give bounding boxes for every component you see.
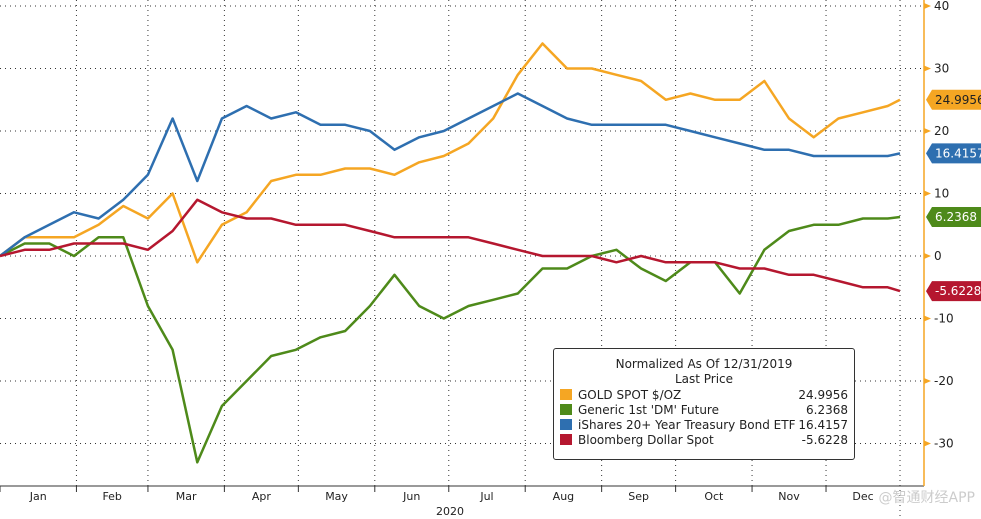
legend-series-value: -5.6228: [801, 432, 848, 447]
y-tick-label: 20: [934, 124, 949, 138]
legend-series-name: iShares 20+ Year Treasury Bond ETF: [578, 417, 796, 432]
last-value-label: 24.9956: [935, 93, 981, 107]
legend-series-value: 24.9956: [798, 387, 848, 402]
y-tick-mark: [924, 65, 931, 72]
legend-series-name: GOLD SPOT $/OZ: [578, 387, 682, 402]
legend-title: Normalized As Of 12/31/2019: [615, 357, 793, 371]
x-tick-label: Dec: [852, 490, 873, 503]
legend-series-name: Generic 1st 'DM' Future: [578, 402, 719, 417]
y-tick-label: 30: [934, 62, 949, 76]
x-tick-label: Aug: [553, 490, 574, 503]
legend-series-name: Bloomberg Dollar Spot: [578, 432, 714, 447]
legend-item: Bloomberg Dollar Spot -5.6228: [554, 432, 854, 447]
y-tick-mark: [924, 315, 931, 322]
watermark: @智通财经APP: [878, 490, 975, 506]
series-line-2: [0, 92, 901, 257]
x-tick-label: Nov: [778, 490, 800, 503]
legend-item: Generic 1st 'DM' Future 6.2368: [554, 402, 854, 417]
y-tick-label: -10: [934, 312, 954, 326]
x-tick-label: Apr: [252, 490, 272, 503]
y-tick-label: 10: [934, 187, 949, 201]
y-tick-label: 0: [934, 249, 942, 263]
legend-swatch: [560, 389, 572, 400]
x-tick-label: May: [325, 490, 348, 503]
y-tick-mark: [924, 190, 931, 197]
last-value-tag: [926, 281, 981, 302]
series-line-0: [0, 42, 901, 264]
y-tick-mark: [924, 378, 931, 384]
last-value-tag: [926, 143, 981, 164]
x-tick-label: Jan: [29, 490, 47, 503]
x-tick-label: Jun: [402, 490, 420, 503]
legend-swatch: [560, 419, 572, 430]
y-tick-mark: [924, 440, 931, 447]
legend-subtitle: Last Price: [674, 372, 734, 386]
x-axis-label: 2020: [436, 505, 464, 518]
x-tick-label: Oct: [704, 490, 724, 503]
legend-item: iShares 20+ Year Treasury Bond ETF 16.415…: [554, 417, 854, 432]
x-tick-label: Sep: [628, 490, 649, 503]
y-tick-label: 40: [934, 0, 949, 13]
y-tick-mark: [924, 128, 931, 134]
x-tick-label: Jul: [479, 490, 493, 503]
legend-item: GOLD SPOT $/OZ 24.9956: [554, 387, 854, 402]
x-tick-label: Mar: [176, 490, 197, 503]
legend-swatch: [560, 434, 572, 445]
legend-series-value: 6.2368: [806, 402, 848, 417]
last-value-label: 6.2368: [935, 210, 977, 224]
last-value-label: 16.4157: [935, 146, 981, 160]
y-tick-label: -20: [934, 374, 954, 388]
series-line-1: [0, 215, 901, 464]
series-line-3: [0, 198, 901, 293]
x-tick-label: Feb: [102, 490, 121, 503]
legend-series-value: 16.4157: [798, 417, 848, 432]
last-value-label: -5.6228: [935, 284, 981, 298]
last-value-tag: [926, 89, 981, 110]
y-tick-label: -30: [934, 437, 954, 451]
legend: Normalized As Of 12/31/2019 Last Price G…: [553, 348, 855, 460]
legend-swatch: [560, 404, 572, 415]
last-value-tag: [926, 207, 981, 228]
y-tick-mark: [924, 3, 931, 9]
y-tick-mark: [924, 253, 931, 259]
